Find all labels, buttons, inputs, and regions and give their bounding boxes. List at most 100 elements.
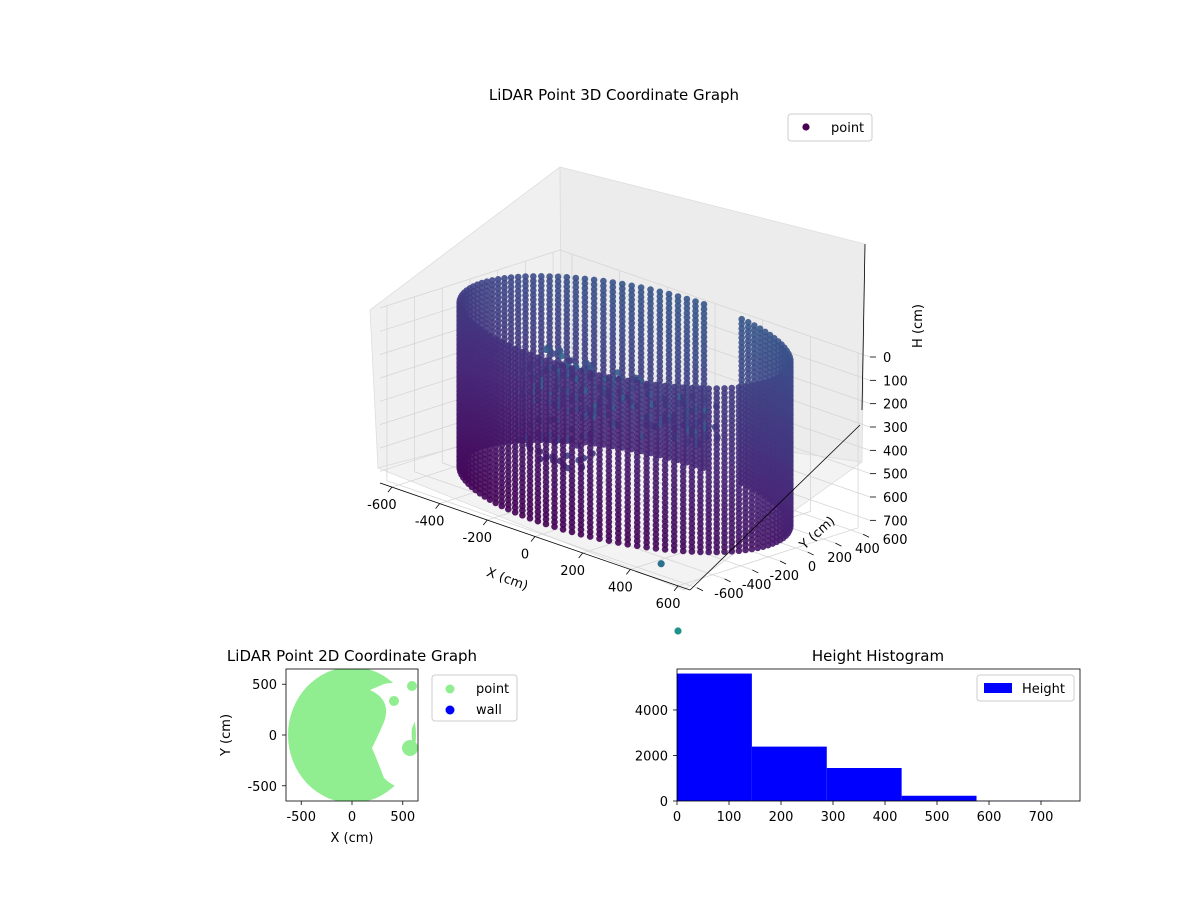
cloud-point <box>670 547 678 554</box>
cloud-point <box>705 516 712 523</box>
cloud-point <box>738 371 745 379</box>
cloud-point <box>519 348 526 356</box>
cloud-point <box>481 474 489 482</box>
cloud-point <box>605 537 613 544</box>
cloud-point <box>652 428 660 436</box>
cloud-point <box>652 461 660 468</box>
cloud-point <box>738 334 745 342</box>
cloud-point <box>643 515 650 523</box>
cloud-point <box>721 399 728 406</box>
cloud-point <box>605 458 613 465</box>
cloud-point <box>652 400 660 408</box>
cloud-point <box>754 488 761 496</box>
cloud-point <box>721 473 728 481</box>
cloud-point <box>624 438 631 445</box>
cloud-point <box>735 505 743 513</box>
cloud-point <box>526 515 534 522</box>
cloud-point <box>751 359 758 367</box>
cloud-point <box>735 486 743 494</box>
cloud-point <box>624 452 631 459</box>
cloud-point <box>526 510 534 517</box>
cloud-point <box>615 380 622 388</box>
cloud-point <box>683 342 691 349</box>
cloud-point <box>568 449 576 456</box>
cloud-point <box>519 353 526 360</box>
cloud-point <box>705 534 712 542</box>
cloud-point <box>507 334 515 342</box>
cloud-point <box>683 356 691 363</box>
cloud-point <box>688 422 696 429</box>
cloud-point <box>522 320 529 327</box>
cloud-point <box>643 450 650 458</box>
cloud-point <box>534 508 542 516</box>
cloud-point <box>590 314 598 321</box>
cloud-point <box>551 462 558 470</box>
cloud-point <box>501 317 508 324</box>
cloud-point <box>643 394 650 402</box>
cloud-point <box>498 502 506 510</box>
cloud-point <box>697 497 704 504</box>
cloud-point <box>697 417 704 425</box>
cloud-point <box>542 362 550 369</box>
cloud-point <box>679 421 687 429</box>
z-tick-label-3d: 700 <box>883 514 908 529</box>
cloud-point <box>519 442 526 449</box>
cloud-point <box>554 287 562 295</box>
cloud-point <box>713 474 720 481</box>
cloud-point <box>577 428 585 435</box>
cloud-point <box>586 533 594 540</box>
cloud-point <box>483 292 491 300</box>
cloud-point <box>605 430 613 437</box>
cloud-point <box>670 481 678 489</box>
cloud-point <box>688 436 696 443</box>
cloud-point <box>551 383 558 391</box>
cloud-point <box>688 459 696 467</box>
cloud-point <box>586 369 594 377</box>
cloud-point <box>577 433 585 440</box>
cloud-point <box>542 497 550 505</box>
cloud-point <box>735 477 743 485</box>
cloud-point <box>633 523 641 531</box>
cloud-point <box>619 285 626 293</box>
cloud-point <box>759 492 767 499</box>
cloud-point <box>600 305 607 313</box>
cloud-point <box>600 287 607 294</box>
cloud-point <box>498 428 506 435</box>
cloud-point <box>507 311 515 319</box>
cloud-point <box>713 399 720 406</box>
cloud-point <box>637 326 645 333</box>
cloud-point <box>633 537 641 545</box>
cloud-point <box>633 444 641 452</box>
cloud-point <box>647 375 654 382</box>
cloud-point <box>647 314 654 321</box>
cloud-point <box>742 453 749 461</box>
cloud-point <box>647 333 654 340</box>
cloud-point <box>656 367 664 375</box>
cloud-point <box>526 361 534 368</box>
cloud-point <box>483 278 491 286</box>
x-tick-label-2d: 500 <box>390 810 415 825</box>
cloud-point <box>670 463 678 470</box>
cloud-point <box>670 421 678 428</box>
cloud-point <box>586 416 594 424</box>
cloud-point <box>665 300 673 307</box>
cloud-point <box>615 497 622 504</box>
cloud-point <box>526 505 534 513</box>
cloud-point <box>605 509 613 516</box>
cloud-point <box>615 478 622 486</box>
cloud-point <box>568 519 576 526</box>
cloud-point <box>643 529 650 537</box>
cloud-point <box>643 413 650 420</box>
cloud-point <box>605 411 613 419</box>
cloud-point <box>526 351 534 359</box>
cloud-point <box>605 444 613 451</box>
cloud-point <box>665 314 673 321</box>
cloud-point <box>688 389 696 397</box>
cloud-point <box>670 537 678 545</box>
cloud-point <box>563 348 571 356</box>
cloud-point <box>628 301 635 308</box>
cloud-point <box>759 450 767 457</box>
cloud-point <box>519 395 526 402</box>
cloud-point <box>572 302 580 310</box>
